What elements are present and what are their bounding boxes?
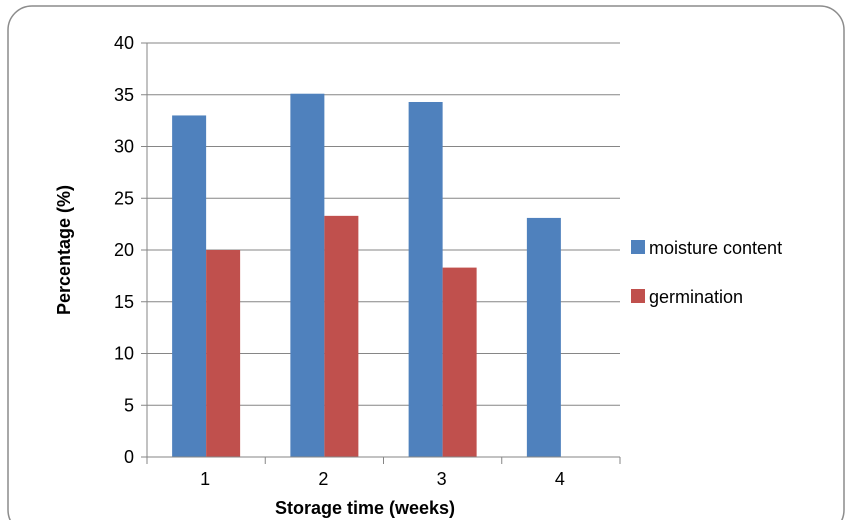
bar-germination-2 <box>324 215 359 457</box>
bars <box>172 93 561 458</box>
y-tick-label: 15 <box>114 292 134 312</box>
tick-labels: 0 5 10 15 20 25 30 35 40 1 2 3 4 <box>114 33 565 489</box>
y-tick-label: 10 <box>114 344 134 364</box>
y-tick-label: 0 <box>124 447 134 467</box>
legend-swatch <box>631 240 645 254</box>
bar-moisture-content-3 <box>408 101 443 458</box>
axes <box>141 42 621 464</box>
bar-moisture-content-1 <box>172 115 207 457</box>
x-tick-label: 1 <box>200 469 210 489</box>
y-tick-label: 30 <box>114 137 134 157</box>
bar-germination-1 <box>206 250 241 457</box>
y-tick-label: 20 <box>114 240 134 260</box>
bar-moisture-content-2 <box>290 93 325 457</box>
y-tick-label: 5 <box>124 395 134 415</box>
y-tick-label: 25 <box>114 188 134 208</box>
legend-swatch <box>631 289 645 303</box>
legend-label: germination <box>649 287 743 307</box>
x-tick-label: 4 <box>555 469 565 489</box>
y-tick-label: 40 <box>114 33 134 53</box>
bar-moisture-content-4 <box>526 217 561 457</box>
legend: moisture content germination <box>631 238 782 307</box>
x-tick-label: 2 <box>318 469 328 489</box>
x-axis-title: Storage time (weeks) <box>275 498 455 518</box>
legend-label: moisture content <box>649 238 782 258</box>
y-axis-title: Percentage (%) <box>54 185 74 315</box>
bar-germination-3 <box>442 267 477 457</box>
x-tick-label: 3 <box>437 469 447 489</box>
y-tick-label: 35 <box>114 85 134 105</box>
